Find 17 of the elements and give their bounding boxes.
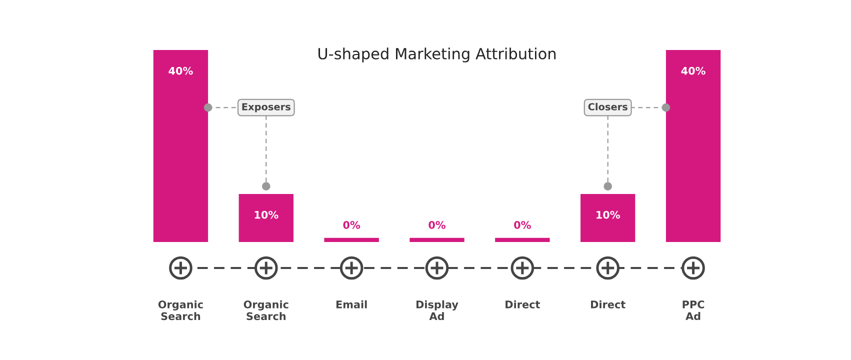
- x-tick-label: Direct: [591, 300, 626, 308]
- x-tick-label: PPC Ad: [682, 300, 704, 320]
- data-label: 40%: [681, 66, 706, 75]
- data-label: 40%: [168, 66, 193, 75]
- data-label: 10%: [596, 210, 620, 219]
- data-label: 0%: [428, 220, 446, 229]
- x-tick-label: Organic Search: [158, 300, 203, 320]
- data-label: 10%: [254, 210, 278, 219]
- data-label: 0%: [514, 220, 531, 229]
- data-label: 0%: [343, 220, 360, 229]
- chart-title: U-shaped Marketing Attribution: [318, 48, 556, 62]
- x-tick-label: Display Ad: [416, 300, 458, 320]
- annotation: Exposers: [242, 103, 290, 112]
- x-tick-label: Email: [336, 300, 367, 308]
- x-tick-label: Direct: [506, 300, 540, 308]
- x-tick-label: Organic Search: [244, 300, 288, 320]
- annotation: Closers: [588, 102, 628, 110]
